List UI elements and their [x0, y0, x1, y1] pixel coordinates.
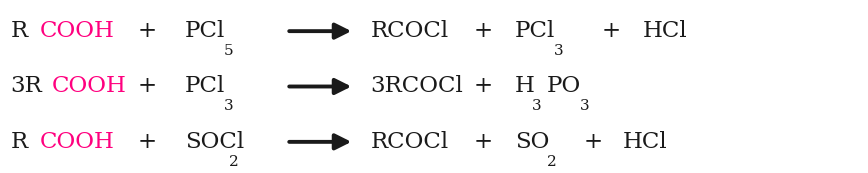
Text: RCOCl: RCOCl — [371, 20, 449, 42]
Text: +: + — [474, 20, 493, 42]
Text: +: + — [474, 131, 493, 153]
Text: COOH: COOH — [40, 131, 115, 153]
Text: 3: 3 — [580, 99, 589, 113]
Text: +: + — [602, 20, 621, 42]
Text: 3: 3 — [224, 99, 233, 113]
Text: 3: 3 — [532, 99, 542, 113]
Text: RCOCl: RCOCl — [371, 131, 449, 153]
Text: PCl: PCl — [515, 20, 555, 42]
Text: R: R — [10, 131, 28, 153]
Text: PO: PO — [547, 75, 581, 98]
Text: PCl: PCl — [185, 75, 225, 98]
Text: +: + — [583, 131, 602, 153]
Text: SOCl: SOCl — [185, 131, 244, 153]
Text: +: + — [474, 75, 493, 98]
Text: HCl: HCl — [623, 131, 667, 153]
Text: +: + — [137, 20, 156, 42]
Text: COOH: COOH — [52, 75, 127, 98]
Text: PCl: PCl — [185, 20, 225, 42]
Text: +: + — [137, 131, 156, 153]
Text: COOH: COOH — [40, 20, 115, 42]
Text: 3RCOCl: 3RCOCl — [371, 75, 464, 98]
Text: +: + — [137, 75, 156, 98]
Text: 3R: 3R — [10, 75, 43, 98]
Text: 2: 2 — [229, 155, 239, 169]
Text: 5: 5 — [224, 44, 233, 58]
Text: HCl: HCl — [642, 20, 687, 42]
Text: H: H — [515, 75, 535, 98]
Text: R: R — [10, 20, 28, 42]
Text: SO: SO — [515, 131, 549, 153]
Text: 3: 3 — [554, 44, 563, 58]
Text: 2: 2 — [547, 155, 556, 169]
